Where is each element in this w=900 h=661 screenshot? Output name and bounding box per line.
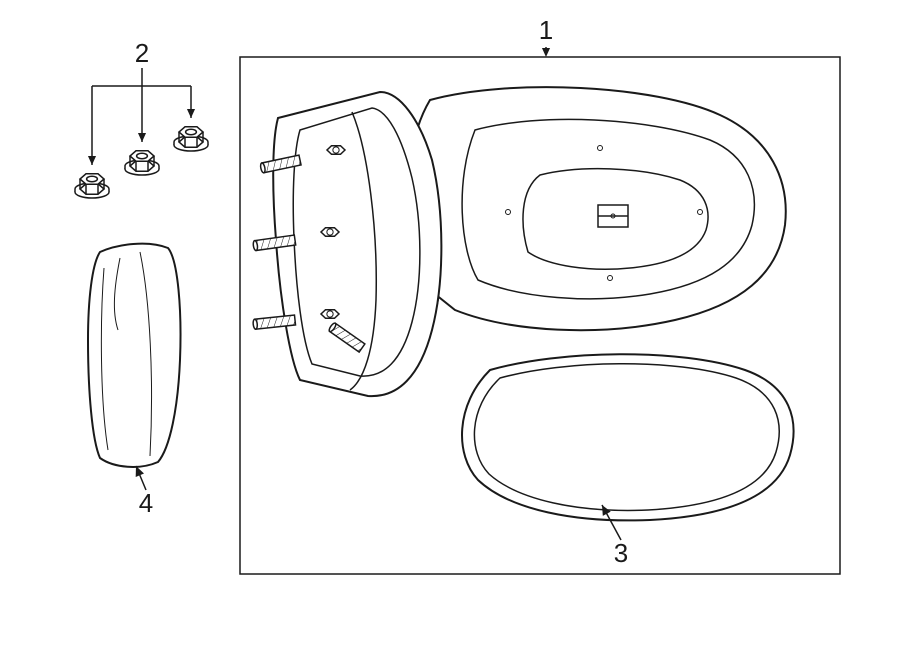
callout-label-4: 4	[139, 488, 153, 518]
mounting-nuts	[75, 86, 208, 198]
mirror-inner-cover	[88, 244, 181, 467]
mirror-glass	[462, 354, 794, 520]
callout-label-3: 3	[614, 538, 628, 568]
hex-nut	[125, 151, 159, 175]
parts-diagram: 1 2 3 4	[0, 0, 900, 661]
hex-nut	[75, 174, 109, 198]
callout-label-2: 2	[135, 38, 149, 68]
mirror-mount-base	[253, 92, 442, 396]
hex-nut	[174, 127, 208, 151]
door-mirror-assembly	[253, 87, 786, 396]
callout-label-1: 1	[539, 15, 553, 45]
